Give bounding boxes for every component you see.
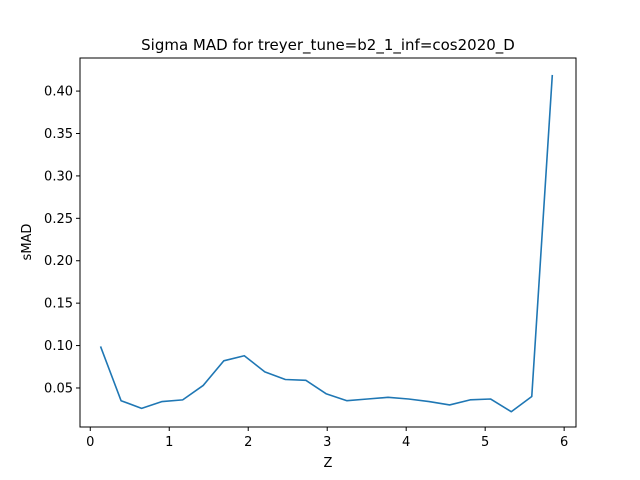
- y-tick-label: 0.15: [44, 297, 73, 312]
- x-tick-label: 2: [244, 435, 252, 450]
- x-axis-label: Z: [324, 456, 333, 471]
- plot-area: 0 1 2 3 4 5 6 0.05 0.10 0.15 0.20 0.25 0.30 0.35 0.40: [44, 74, 568, 450]
- chart-title: Sigma MAD for treyer_tune=b2_1_inf=cos20…: [141, 36, 515, 55]
- y-tick-label: 0.20: [44, 254, 73, 269]
- x-tick-label: 6: [560, 435, 568, 450]
- y-tick-label: 0.30: [44, 169, 73, 184]
- y-tick-label: 0.40: [44, 85, 73, 100]
- x-tick-label: 4: [402, 435, 410, 450]
- x-tick-label: 5: [481, 435, 489, 450]
- y-tick-label: 0.05: [44, 381, 73, 396]
- x-tick-label: 1: [165, 435, 173, 450]
- series-line: [99, 74, 554, 413]
- x-tick-label: 0: [86, 435, 94, 450]
- y-tick-label: 0.25: [44, 212, 73, 227]
- y-tick-label: 0.10: [44, 339, 73, 354]
- y-tick-label: 0.35: [44, 127, 73, 142]
- axes-frame: [79, 57, 577, 428]
- y-axis-label: sMAD: [20, 224, 35, 261]
- x-tick-label: 3: [323, 435, 331, 450]
